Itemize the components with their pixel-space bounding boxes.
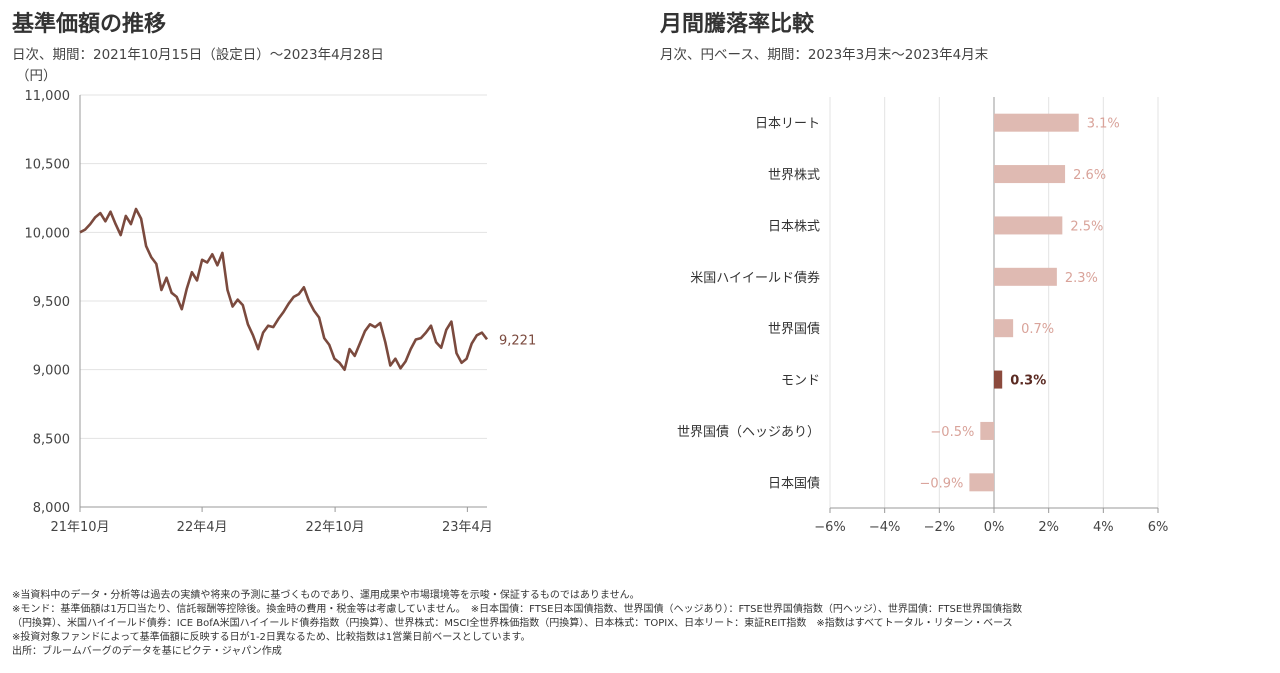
x-tick-label: 6% xyxy=(1148,520,1169,535)
bar-value-label: 2.6% xyxy=(1073,168,1106,183)
bar-value-label: −0.9% xyxy=(919,476,963,491)
return-bar-chart: −6% −4% −2% 0% 2% 4% 6% 日本リート 3.1% 世界株式 2.6% 日本株式 2.… xyxy=(677,97,1169,535)
bar xyxy=(994,165,1066,184)
x-tick-label: 22年10月 xyxy=(306,520,365,535)
y-tick-label: 8,000 xyxy=(33,501,70,516)
y-tick-label: 8,500 xyxy=(33,432,70,447)
category-label: 日本リート xyxy=(755,117,820,132)
y-tick-label: 9,000 xyxy=(33,364,70,379)
x-tick-label: 23年4月 xyxy=(442,520,493,535)
nav-series-line xyxy=(79,207,489,372)
right-chart-title: 月間騰落率比較 xyxy=(660,12,815,37)
x-tick-label: 2% xyxy=(1038,520,1059,535)
category-label: モンド xyxy=(781,374,820,389)
footnotes: ※当資料中のデータ・分析等は過去の実績や将来の予測に基づくものであり、運用成果や… xyxy=(12,589,1274,659)
x-tick-label: −2% xyxy=(924,520,956,535)
footnote-line: （円換算）、米国ハイイールド債券：ICE BofA米国ハイイールド債券指数（円換… xyxy=(12,618,1013,629)
bar xyxy=(969,473,994,492)
end-value-label: 9,221 xyxy=(499,333,536,348)
y-tick-label: 10,000 xyxy=(25,226,71,241)
x-tick-label: 4% xyxy=(1093,520,1114,535)
y-tick-label: 10,500 xyxy=(25,158,71,173)
bar-value-label: 0.3% xyxy=(1010,374,1046,389)
category-label: 日本株式 xyxy=(768,219,820,234)
left-chart-subtitle: 日次、期間：2021年10月15日（設定日）～2023年4月28日 xyxy=(12,47,384,63)
x-tick-label: 0% xyxy=(984,520,1005,535)
bar-value-label: 2.3% xyxy=(1065,271,1098,286)
bar-value-label: −0.5% xyxy=(930,425,974,440)
x-tick-label: −6% xyxy=(814,520,846,535)
y-tick-label: 11,000 xyxy=(25,89,71,104)
nav-line-chart: 11,000 10,500 10,000 9,500 9,000 8,500 8,000 21… xyxy=(25,89,537,535)
category-label: 米国ハイイールド債券 xyxy=(690,270,820,286)
bar xyxy=(994,267,1057,286)
footnote-line: ※当資料中のデータ・分析等は過去の実績や将来の予測に基づくものであり、運用成果や… xyxy=(12,590,640,601)
x-tick-label: 21年10月 xyxy=(50,520,109,535)
right-chart-subtitle: 月次、円ベース、期間：2023年3月末～2023年4月末 xyxy=(660,47,989,63)
bar xyxy=(994,319,1014,338)
footnote-line: ※投資対象ファンドによって基準価額に反映する日が1-2日異なるため、比較指数は1… xyxy=(12,632,531,643)
bar xyxy=(994,370,1003,389)
y-tick-label: 9,500 xyxy=(33,295,70,310)
x-tick-label: 22年4月 xyxy=(177,520,228,535)
category-label: 世界国債 xyxy=(768,322,820,337)
bar-value-label: 0.7% xyxy=(1021,322,1054,337)
left-chart-unit: （円） xyxy=(16,68,57,84)
footnote-line: ※モンド：基準価額は1万口当たり、信託報酬等控除後。換金時の費用・税金等は考慮し… xyxy=(12,604,1023,615)
bar xyxy=(994,216,1063,235)
category-label: 世界国債（ヘッジあり） xyxy=(677,425,820,440)
bar-value-label: 2.5% xyxy=(1070,219,1103,234)
bar xyxy=(980,421,994,440)
x-tick-label: −4% xyxy=(869,520,901,535)
category-label: 日本国債 xyxy=(768,476,820,491)
left-chart-title: 基準価額の推移 xyxy=(12,12,167,37)
bar-value-label: 3.1% xyxy=(1087,117,1120,132)
bar xyxy=(994,113,1079,132)
footnote-line: 出所：ブルームバーグのデータを基にピクテ・ジャパン作成 xyxy=(12,646,282,657)
category-label: 世界株式 xyxy=(768,168,820,183)
